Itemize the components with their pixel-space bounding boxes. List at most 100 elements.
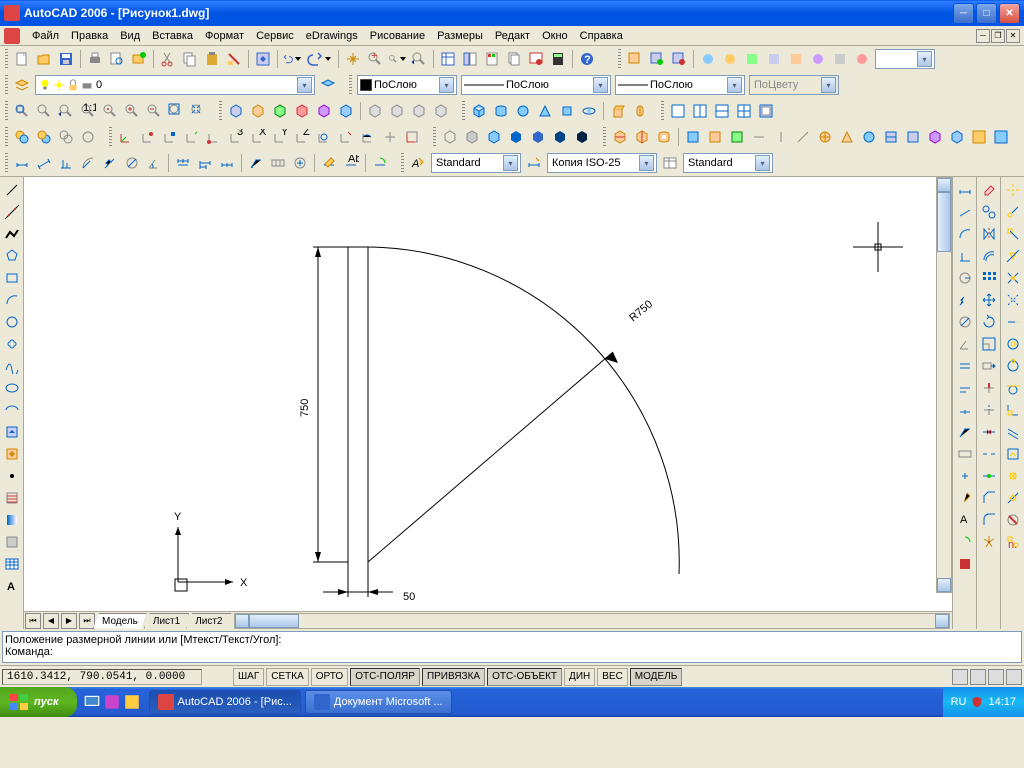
quickcalc-icon[interactable] [548, 49, 568, 69]
properties-icon[interactable] [438, 49, 458, 69]
menu-file[interactable]: Файл [26, 28, 65, 44]
dimupdate-icon[interactable] [370, 153, 390, 173]
layerprev-icon[interactable] [318, 75, 338, 95]
dimang-icon[interactable] [144, 153, 164, 173]
textstyle-combo[interactable]: Standard [431, 153, 521, 173]
sh4-icon[interactable] [506, 127, 526, 147]
maximize-button[interactable]: □ [976, 3, 997, 24]
ucs5-icon[interactable] [204, 127, 224, 147]
zoom5-icon[interactable] [100, 101, 120, 121]
break-icon[interactable] [979, 422, 999, 442]
menu-modify[interactable]: Редакт [489, 28, 536, 44]
menu-view[interactable]: Вид [114, 28, 146, 44]
ucs10-icon[interactable] [314, 127, 334, 147]
snap-nea-icon[interactable] [1003, 488, 1023, 508]
polygon-tool-icon[interactable] [2, 246, 22, 266]
se11-icon[interactable] [837, 127, 857, 147]
dimlin-icon[interactable] [12, 153, 32, 173]
zoom4-icon[interactable]: 1:1 [78, 101, 98, 121]
pline-tool-icon[interactable] [2, 224, 22, 244]
menu-draw[interactable]: Рисование [364, 28, 431, 44]
zoom2-icon[interactable] [34, 101, 54, 121]
sh2-icon[interactable] [462, 127, 482, 147]
zoomout-icon[interactable] [144, 101, 164, 121]
array-icon[interactable] [979, 268, 999, 288]
ellipsearc-tool-icon[interactable] [2, 400, 22, 420]
3dview5-icon[interactable] [314, 101, 334, 121]
hscroll-right[interactable] [935, 614, 949, 628]
tol2-icon[interactable] [955, 444, 975, 464]
rect-tool-icon[interactable] [2, 268, 22, 288]
ucs6-icon[interactable]: 3 [226, 127, 246, 147]
designcenter-icon[interactable] [460, 49, 480, 69]
se14-icon[interactable] [903, 127, 923, 147]
tablestyle-combo[interactable]: Standard [683, 153, 773, 173]
mdi-minimize[interactable]: ─ [976, 29, 990, 43]
table-tool-icon[interactable] [2, 554, 22, 574]
dimupd2-icon[interactable] [955, 532, 975, 552]
status-вес[interactable]: ВЕС [597, 668, 628, 686]
3dview2-icon[interactable] [248, 101, 268, 121]
refedit-icon[interactable] [625, 49, 645, 69]
explode-icon[interactable] [979, 532, 999, 552]
center2-icon[interactable] [955, 466, 975, 486]
redo-icon[interactable] [304, 49, 334, 69]
hscroll-left[interactable] [235, 614, 249, 628]
taskbar-word[interactable]: Документ Microsoft ... [305, 690, 452, 714]
command-area[interactable]: Положение размерной линии или [Мтекст/Те… [2, 631, 1022, 663]
start-button[interactable]: пуск [0, 687, 77, 717]
new-icon[interactable] [12, 49, 32, 69]
mtext-tool-icon[interactable]: A [2, 576, 22, 596]
vp3-icon[interactable] [712, 101, 732, 121]
zoom1-icon[interactable] [12, 101, 32, 121]
region-tool-icon[interactable] [2, 532, 22, 552]
3dview7-icon[interactable] [365, 101, 385, 121]
render4-icon[interactable] [764, 49, 784, 69]
ucs14-icon[interactable] [402, 127, 422, 147]
chamfer-icon[interactable] [979, 488, 999, 508]
snap-nod-icon[interactable] [1003, 466, 1023, 486]
circle-tool-icon[interactable] [2, 312, 22, 332]
solid2-icon[interactable] [491, 101, 511, 121]
render8-icon[interactable] [852, 49, 872, 69]
offset-icon[interactable] [979, 246, 999, 266]
match-icon[interactable] [224, 49, 244, 69]
se15-icon[interactable] [925, 127, 945, 147]
solid3-icon[interactable] [513, 101, 533, 121]
snap-cen-icon[interactable] [1003, 334, 1023, 354]
dimord-icon[interactable] [56, 153, 76, 173]
solid1-icon[interactable] [469, 101, 489, 121]
do1-icon[interactable] [12, 127, 32, 147]
sheetset-icon[interactable] [504, 49, 524, 69]
ucs9-icon[interactable]: Z [292, 127, 312, 147]
mdi-restore[interactable]: ❐ [991, 29, 1005, 43]
tab-prev[interactable]: ◀ [43, 613, 59, 629]
ellipse-tool-icon[interactable] [2, 378, 22, 398]
ql-saver-icon[interactable] [103, 693, 121, 711]
status-дин[interactable]: ДИН [564, 668, 595, 686]
zoomall-icon[interactable] [166, 101, 186, 121]
3dview8-icon[interactable] [387, 101, 407, 121]
render-combo[interactable] [875, 49, 935, 69]
publish-icon[interactable] [129, 49, 149, 69]
render3-icon[interactable] [742, 49, 762, 69]
menu-tools[interactable]: Сервис [250, 28, 300, 44]
undo-icon[interactable] [282, 49, 302, 69]
dimdia-icon[interactable] [122, 153, 142, 173]
scale-icon[interactable] [979, 334, 999, 354]
zoomprev-icon[interactable] [409, 49, 429, 69]
mirror-icon[interactable] [979, 224, 999, 244]
color-combo[interactable]: ПоСлою [357, 75, 457, 95]
dimbase-icon[interactable] [195, 153, 215, 173]
trim-icon[interactable] [979, 378, 999, 398]
se10-icon[interactable] [815, 127, 835, 147]
taskbar-autocad[interactable]: AutoCAD 2006 - [Рис... [149, 690, 301, 714]
point-tool-icon[interactable] [2, 466, 22, 486]
dimjog2-icon[interactable] [955, 290, 975, 310]
dimali-icon[interactable] [34, 153, 54, 173]
vscroll-down[interactable] [937, 578, 951, 592]
setup-icon[interactable] [756, 101, 776, 121]
ucs12-icon[interactable] [358, 127, 378, 147]
status-привязка[interactable]: ПРИВЯЗКА [422, 668, 485, 686]
refedit2-icon[interactable] [647, 49, 667, 69]
